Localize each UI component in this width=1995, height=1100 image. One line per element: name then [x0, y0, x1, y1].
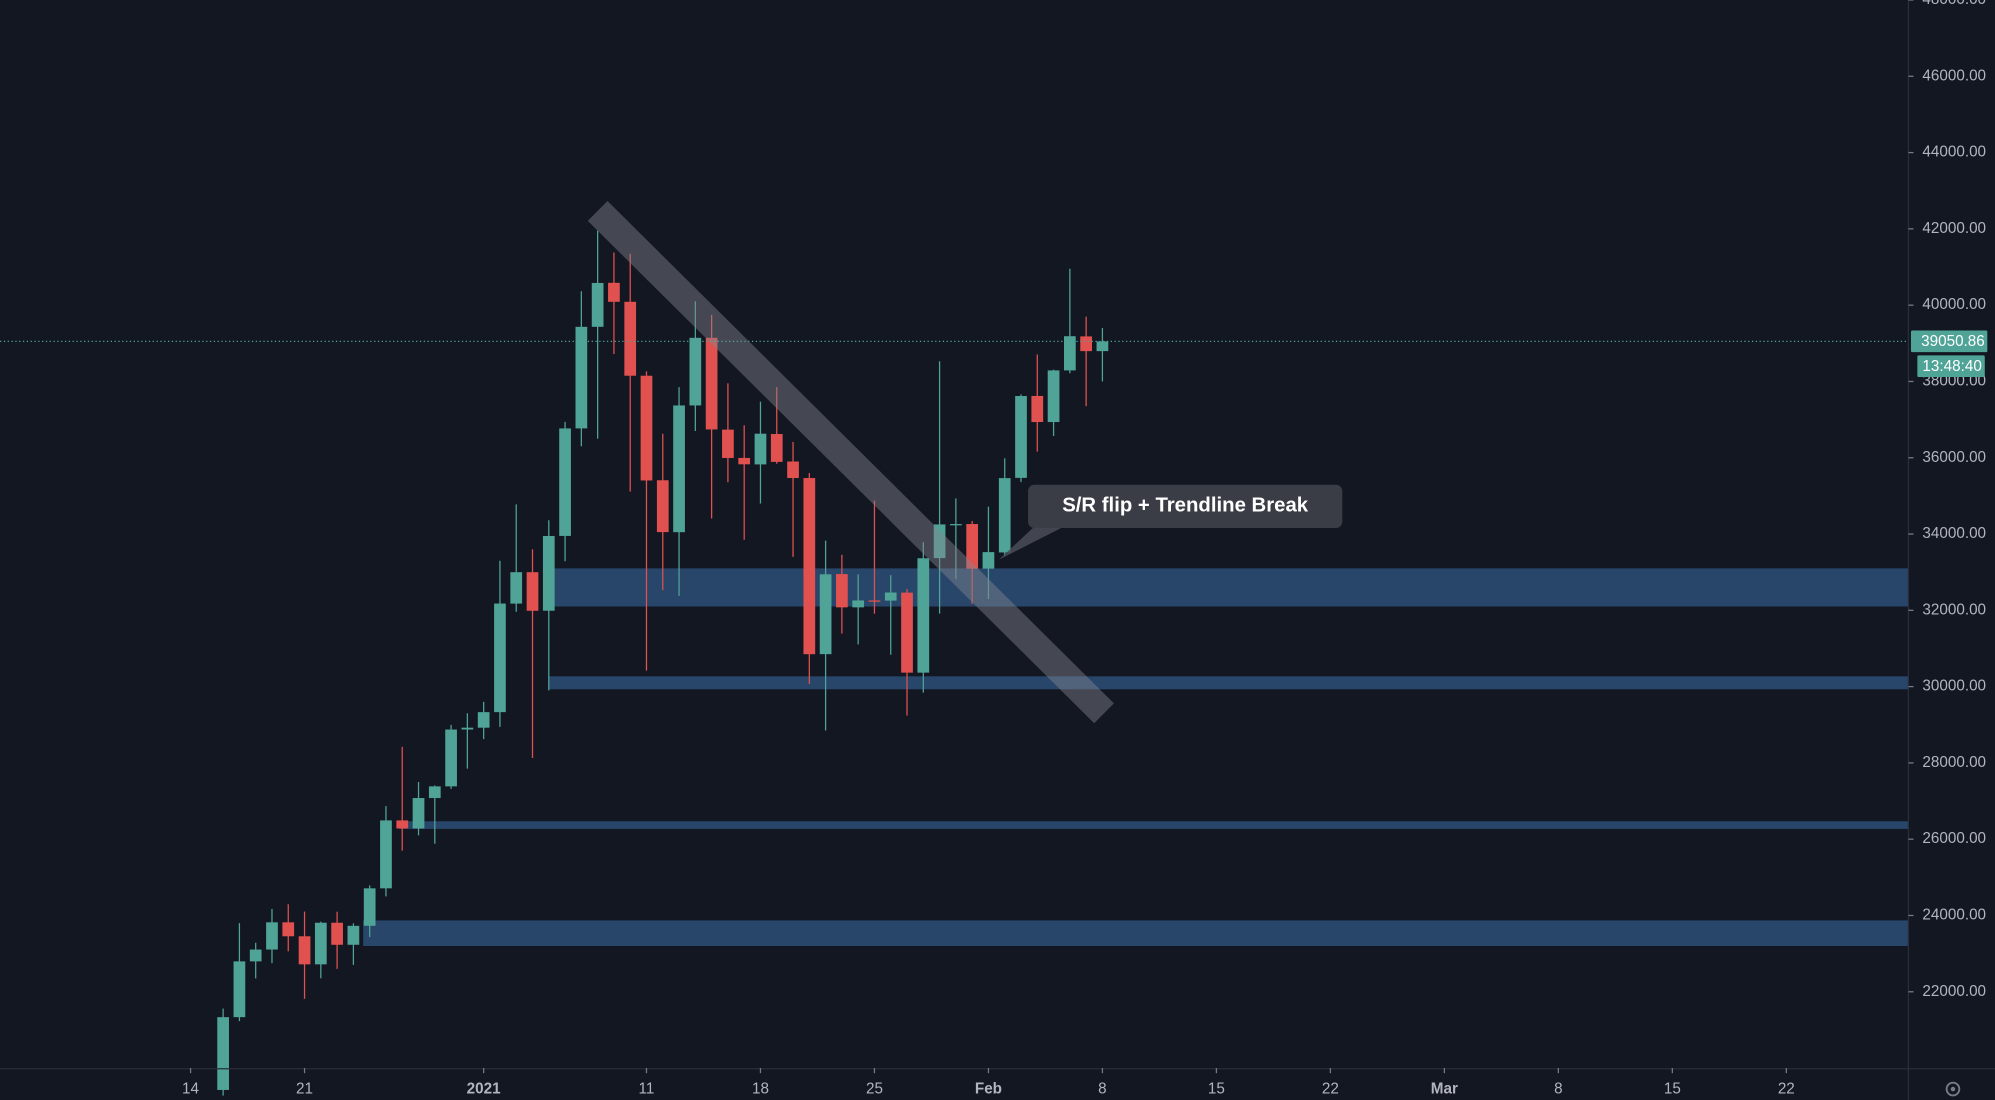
candle-body [868, 600, 881, 602]
candle-body [901, 592, 913, 673]
callout-text: S/R flip + Trendline Break [1062, 495, 1309, 517]
candle-body [217, 1017, 229, 1090]
candle-body [917, 558, 930, 673]
x-tick-label: 21 [296, 1081, 313, 1098]
x-tick-label: 15 [1664, 1081, 1681, 1098]
candle-body [608, 282, 620, 302]
candle-body [347, 925, 360, 945]
candle-body [510, 572, 523, 604]
candle-body [933, 524, 946, 559]
x-tick-label: 25 [866, 1081, 883, 1098]
x-tick-label: 14 [182, 1081, 199, 1098]
sr-zone [363, 920, 1909, 947]
candle-body [282, 922, 295, 937]
x-tick-label: 15 [1208, 1081, 1225, 1098]
y-tick-label: 36000.00 [1922, 449, 1986, 466]
settings-icon-center [1950, 1086, 1956, 1092]
candle-body [982, 552, 995, 569]
candle-body [738, 457, 751, 465]
candle-body [380, 820, 392, 889]
candle-body [689, 337, 702, 406]
last-price-box [1910, 330, 1988, 353]
candle-body [477, 712, 490, 728]
callout-box [1028, 484, 1343, 528]
y-tick-label: 34000.00 [1922, 525, 1986, 542]
x-tick-label: 18 [752, 1081, 769, 1098]
candle-body [445, 729, 457, 787]
y-tick-label: 28000.00 [1922, 754, 1986, 771]
candle-body [640, 375, 653, 481]
candle-body [542, 535, 555, 611]
candle-body [249, 949, 262, 962]
candle-body [673, 405, 685, 533]
candle-body [803, 478, 816, 655]
candle-body [412, 798, 425, 829]
candle-body [1080, 336, 1092, 352]
trendline-channel [587, 201, 1114, 724]
candle-body [852, 600, 865, 608]
candle-body [396, 820, 409, 829]
y-tick-label: 48000.00 [1922, 0, 1986, 8]
countdown-label: 13:48:40 [1922, 358, 1981, 375]
candle-body [705, 337, 718, 430]
y-tick-label: 24000.00 [1922, 907, 1986, 924]
candle-body [722, 429, 734, 458]
candle-body [1031, 395, 1044, 423]
candle-body [1063, 336, 1076, 371]
candle-body [656, 480, 669, 533]
y-tick-label: 30000.00 [1922, 678, 1986, 695]
candle-body [884, 592, 897, 601]
candle-body [559, 428, 571, 536]
candle-body [950, 524, 962, 526]
y-tick-label: 42000.00 [1922, 220, 1986, 237]
x-tick-label: Mar [1431, 1081, 1458, 1098]
y-tick-label: 44000.00 [1922, 144, 1986, 161]
candle-body [754, 433, 767, 465]
candle-body [331, 922, 343, 945]
candle-body [1096, 341, 1109, 352]
candle-body [836, 574, 848, 608]
x-tick-label: 22 [1322, 1081, 1339, 1098]
last-price-label: 39050.86 [1921, 333, 1985, 350]
candle-body [966, 524, 979, 569]
sr-zone [398, 821, 1909, 829]
y-tick-label: 46000.00 [1922, 67, 1986, 84]
x-tick-label: Feb [975, 1081, 1002, 1098]
sr-zone [550, 568, 1909, 607]
candle-body [819, 574, 832, 655]
candle-body [461, 727, 474, 730]
candle-body [233, 961, 246, 1018]
y-tick-label: 40000.00 [1922, 296, 1986, 313]
x-tick-label: 11 [639, 1081, 655, 1098]
candle-body [363, 888, 376, 926]
y-tick-label: 32000.00 [1922, 601, 1986, 618]
x-tick-label: 2021 [467, 1081, 501, 1098]
candle-body [591, 282, 604, 327]
countdown-box [1917, 355, 1985, 377]
sr-zone [548, 676, 1909, 690]
candle-body [314, 922, 327, 965]
candle-body [787, 461, 799, 479]
x-tick-label: 22 [1778, 1081, 1795, 1098]
settings-icon [1945, 1081, 1961, 1097]
candle-body [770, 434, 783, 462]
candle-body [494, 603, 506, 713]
candle-body [575, 326, 588, 429]
candle-body [1047, 370, 1060, 423]
candle-body [1015, 396, 1027, 478]
candle-body [624, 301, 637, 376]
y-tick-label: 26000.00 [1922, 830, 1986, 847]
candle-body [266, 922, 278, 950]
y-tick-label: 22000.00 [1922, 983, 1986, 1000]
candle-body [428, 786, 441, 799]
candle-body [298, 936, 311, 965]
candle-body [998, 478, 1011, 553]
x-tick-label: 8 [1098, 1081, 1106, 1098]
candle-body [526, 572, 539, 611]
x-tick-label: 8 [1554, 1081, 1562, 1098]
